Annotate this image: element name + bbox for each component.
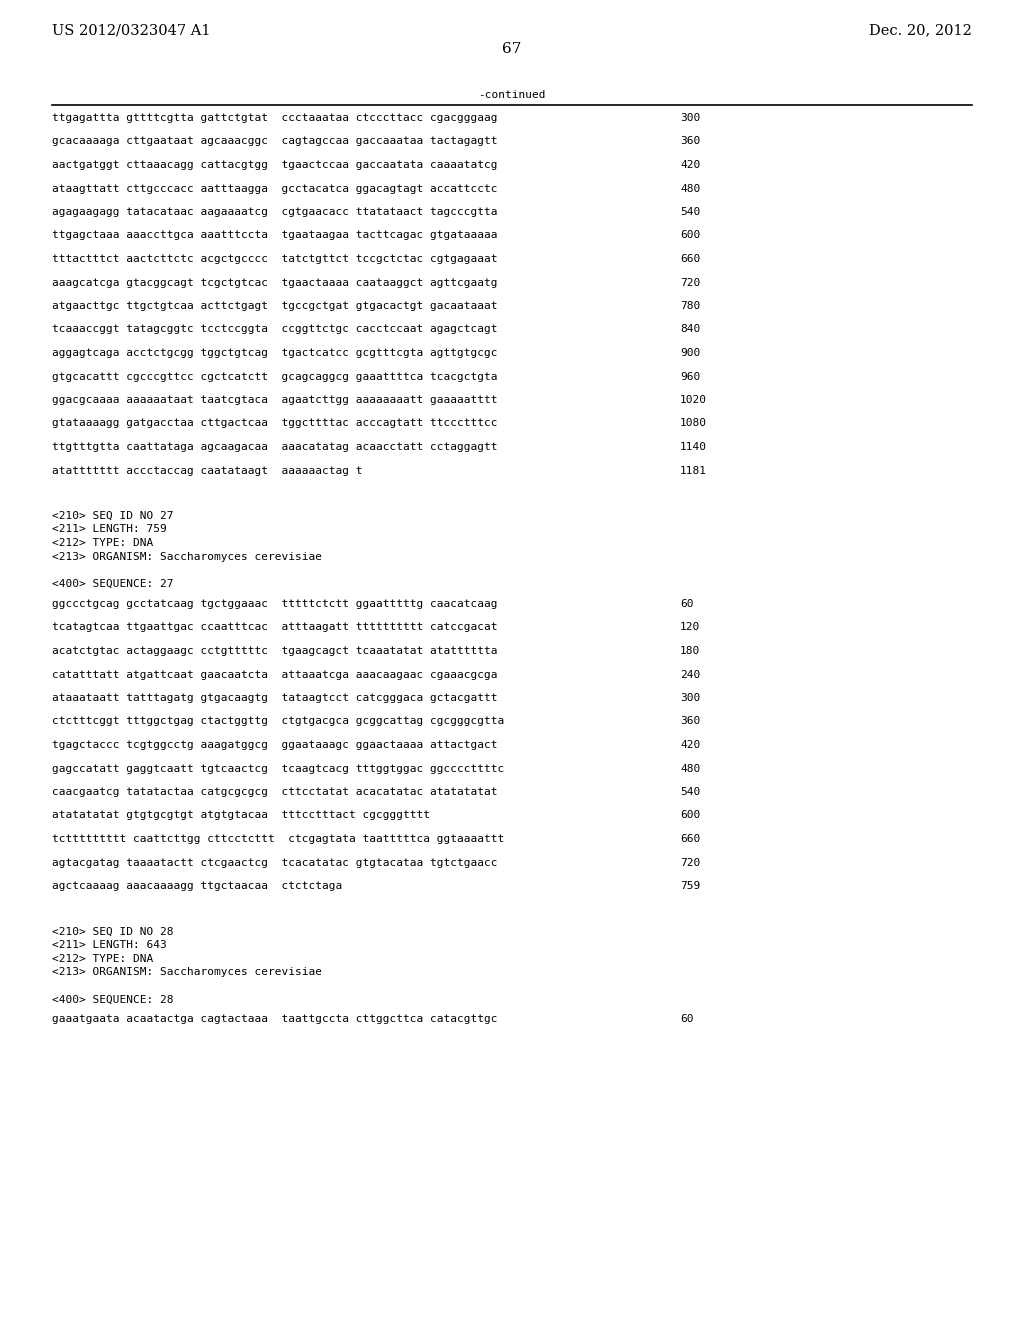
Text: ttgagctaaa aaaccttgca aaatttccta  tgaataagaa tacttcagac gtgataaaaa: ttgagctaaa aaaccttgca aaatttccta tgaataa… (52, 231, 498, 240)
Text: 660: 660 (680, 253, 700, 264)
Text: aggagtcaga acctctgcgg tggctgtcag  tgactcatcc gcgtttcgta agttgtgcgc: aggagtcaga acctctgcgg tggctgtcag tgactca… (52, 348, 498, 358)
Text: 300: 300 (680, 693, 700, 704)
Text: 1020: 1020 (680, 395, 707, 405)
Text: gcacaaaaga cttgaataat agcaaacggc  cagtagccaa gaccaaataa tactagagtt: gcacaaaaga cttgaataat agcaaacggc cagtagc… (52, 136, 498, 147)
Text: gtataaaagg gatgacctaa cttgactcaa  tggcttttac acccagtatt ttccctttcc: gtataaaagg gatgacctaa cttgactcaa tggcttt… (52, 418, 498, 429)
Text: 180: 180 (680, 645, 700, 656)
Text: 360: 360 (680, 717, 700, 726)
Text: 360: 360 (680, 136, 700, 147)
Text: ctctttcggt tttggctgag ctactggttg  ctgtgacgca gcggcattag cgcgggcgtta: ctctttcggt tttggctgag ctactggttg ctgtgac… (52, 717, 504, 726)
Text: US 2012/0323047 A1: US 2012/0323047 A1 (52, 22, 211, 37)
Text: 1140: 1140 (680, 442, 707, 451)
Text: gtgcacattt cgcccgttcc cgctcatctt  gcagcaggcg gaaattttca tcacgctgta: gtgcacattt cgcccgttcc cgctcatctt gcagcag… (52, 371, 498, 381)
Text: 540: 540 (680, 787, 700, 797)
Text: <210> SEQ ID NO 28: <210> SEQ ID NO 28 (52, 927, 173, 936)
Text: 600: 600 (680, 231, 700, 240)
Text: agagaagagg tatacataac aagaaaatcg  cgtgaacacc ttatataact tagcccgtta: agagaagagg tatacataac aagaaaatcg cgtgaac… (52, 207, 498, 216)
Text: atatatatat gtgtgcgtgt atgtgtacaa  tttcctttact cgcgggtttt: atatatatat gtgtgcgtgt atgtgtacaa tttcctt… (52, 810, 430, 821)
Text: 480: 480 (680, 763, 700, 774)
Text: aactgatggt cttaaacagg cattacgtgg  tgaactccaa gaccaatata caaaatatcg: aactgatggt cttaaacagg cattacgtgg tgaactc… (52, 160, 498, 170)
Text: Dec. 20, 2012: Dec. 20, 2012 (869, 22, 972, 37)
Text: 840: 840 (680, 325, 700, 334)
Text: 60: 60 (680, 599, 693, 609)
Text: <213> ORGANISM: Saccharomyces cerevisiae: <213> ORGANISM: Saccharomyces cerevisiae (52, 552, 322, 561)
Text: caacgaatcg tatatactaa catgcgcgcg  cttcctatat acacatatac atatatatat: caacgaatcg tatatactaa catgcgcgcg cttccta… (52, 787, 498, 797)
Text: 780: 780 (680, 301, 700, 312)
Text: 1181: 1181 (680, 466, 707, 475)
Text: 720: 720 (680, 858, 700, 867)
Text: 300: 300 (680, 114, 700, 123)
Text: <213> ORGANISM: Saccharomyces cerevisiae: <213> ORGANISM: Saccharomyces cerevisiae (52, 968, 322, 977)
Text: 540: 540 (680, 207, 700, 216)
Text: 60: 60 (680, 1015, 693, 1024)
Text: <211> LENGTH: 759: <211> LENGTH: 759 (52, 524, 167, 535)
Text: 720: 720 (680, 277, 700, 288)
Text: catatttatt atgattcaat gaacaatcta  attaaatcga aaacaagaac cgaaacgcga: catatttatt atgattcaat gaacaatcta attaaat… (52, 669, 498, 680)
Text: <212> TYPE: DNA: <212> TYPE: DNA (52, 953, 154, 964)
Text: 960: 960 (680, 371, 700, 381)
Text: tcttttttttt caattcttgg cttcctcttt  ctcgagtata taatttttca ggtaaaattt: tcttttttttt caattcttgg cttcctcttt ctcgag… (52, 834, 504, 843)
Text: agctcaaaag aaacaaaagg ttgctaacaa  ctctctaga: agctcaaaag aaacaaaagg ttgctaacaa ctctcta… (52, 880, 342, 891)
Text: tgagctaccc tcgtggcctg aaagatggcg  ggaataaagc ggaactaaaa attactgact: tgagctaccc tcgtggcctg aaagatggcg ggaataa… (52, 741, 498, 750)
Text: gagccatatt gaggtcaatt tgtcaactcg  tcaagtcacg tttggtggac ggccccttttc: gagccatatt gaggtcaatt tgtcaactcg tcaagtc… (52, 763, 504, 774)
Text: 660: 660 (680, 834, 700, 843)
Text: <400> SEQUENCE: 27: <400> SEQUENCE: 27 (52, 579, 173, 589)
Text: gaaatgaata acaatactga cagtactaaa  taattgccta cttggcttca catacgttgc: gaaatgaata acaatactga cagtactaaa taattgc… (52, 1015, 498, 1024)
Text: aaagcatcga gtacggcagt tcgctgtcac  tgaactaaaa caataaggct agttcgaatg: aaagcatcga gtacggcagt tcgctgtcac tgaacta… (52, 277, 498, 288)
Text: -continued: -continued (478, 90, 546, 100)
Text: atgaacttgc ttgctgtcaa acttctgagt  tgccgctgat gtgacactgt gacaataaat: atgaacttgc ttgctgtcaa acttctgagt tgccgct… (52, 301, 498, 312)
Text: <400> SEQUENCE: 28: <400> SEQUENCE: 28 (52, 994, 173, 1005)
Text: ggacgcaaaa aaaaaataat taatcgtaca  agaatcttgg aaaaaaaatt gaaaaatttt: ggacgcaaaa aaaaaataat taatcgtaca agaatct… (52, 395, 498, 405)
Text: 240: 240 (680, 669, 700, 680)
Text: ataagttatt cttgcccacc aatttaagga  gcctacatca ggacagtagt accattcctc: ataagttatt cttgcccacc aatttaagga gcctaca… (52, 183, 498, 194)
Text: 420: 420 (680, 741, 700, 750)
Text: 1080: 1080 (680, 418, 707, 429)
Text: ggccctgcag gcctatcaag tgctggaaac  tttttctctt ggaatttttg caacatcaag: ggccctgcag gcctatcaag tgctggaaac tttttct… (52, 599, 498, 609)
Text: tcaaaccggt tatagcggtc tcctccggta  ccggttctgc cacctccaat agagctcagt: tcaaaccggt tatagcggtc tcctccggta ccggttc… (52, 325, 498, 334)
Text: acatctgtac actaggaagc cctgtttttc  tgaagcagct tcaaatatat atatttttta: acatctgtac actaggaagc cctgtttttc tgaagca… (52, 645, 498, 656)
Text: 600: 600 (680, 810, 700, 821)
Text: 67: 67 (503, 42, 521, 55)
Text: <212> TYPE: DNA: <212> TYPE: DNA (52, 539, 154, 548)
Text: ataaataatt tatttagatg gtgacaagtg  tataagtcct catcgggaca gctacgattt: ataaataatt tatttagatg gtgacaagtg tataagt… (52, 693, 498, 704)
Text: 420: 420 (680, 160, 700, 170)
Text: <210> SEQ ID NO 27: <210> SEQ ID NO 27 (52, 511, 173, 521)
Text: atattttttt accctaccag caatataagt  aaaaaactag t: atattttttt accctaccag caatataagt aaaaaac… (52, 466, 362, 475)
Text: <211> LENGTH: 643: <211> LENGTH: 643 (52, 940, 167, 950)
Text: 120: 120 (680, 623, 700, 632)
Text: tcatagtcaa ttgaattgac ccaatttcac  atttaagatt tttttttttt catccgacat: tcatagtcaa ttgaattgac ccaatttcac atttaag… (52, 623, 498, 632)
Text: agtacgatag taaaatactt ctcgaactcg  tcacatatac gtgtacataa tgtctgaacc: agtacgatag taaaatactt ctcgaactcg tcacata… (52, 858, 498, 867)
Text: ttgagattta gttttcgtta gattctgtat  ccctaaataa ctcccttacc cgacgggaag: ttgagattta gttttcgtta gattctgtat ccctaaa… (52, 114, 498, 123)
Text: tttactttct aactcttctc acgctgcccc  tatctgttct tccgctctac cgtgagaaat: tttactttct aactcttctc acgctgcccc tatctgt… (52, 253, 498, 264)
Text: 480: 480 (680, 183, 700, 194)
Text: 900: 900 (680, 348, 700, 358)
Text: 759: 759 (680, 880, 700, 891)
Text: ttgtttgtta caattataga agcaagacaa  aaacatatag acaacctatt cctaggagtt: ttgtttgtta caattataga agcaagacaa aaacata… (52, 442, 498, 451)
